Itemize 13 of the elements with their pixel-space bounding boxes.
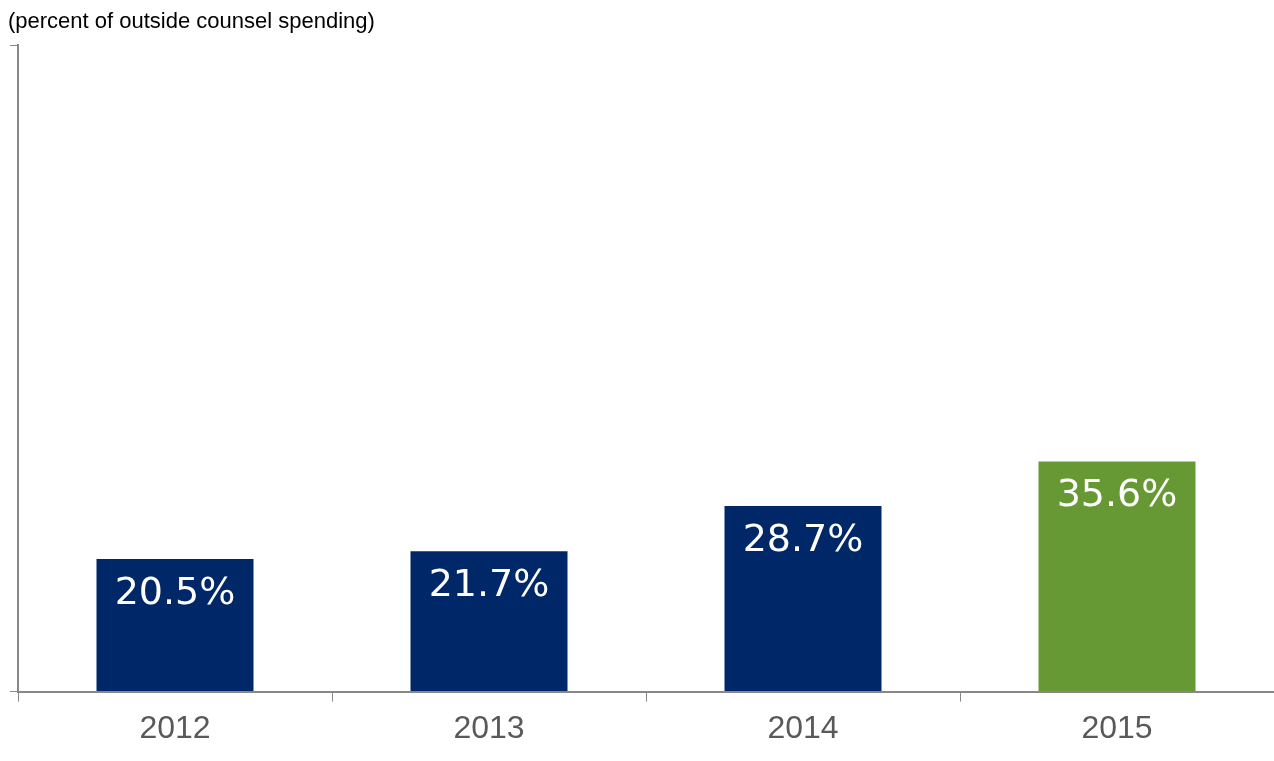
x-tick-label: 2014: [767, 708, 839, 745]
x-tick-label: 2013: [453, 708, 525, 745]
data-label: 28.7%: [742, 515, 864, 560]
y-axis-title: (percent of outside counsel spending): [8, 8, 375, 34]
bar: [410, 551, 568, 692]
x-tick-label: 2012: [139, 708, 211, 745]
data-label: 20.5%: [114, 568, 236, 613]
x-tick-label: 2015: [1081, 708, 1153, 745]
bar: [1038, 461, 1196, 692]
data-label: 35.6%: [1056, 471, 1178, 516]
bar: [724, 506, 882, 692]
bar: [96, 559, 254, 692]
data-label: 21.7%: [428, 561, 550, 606]
